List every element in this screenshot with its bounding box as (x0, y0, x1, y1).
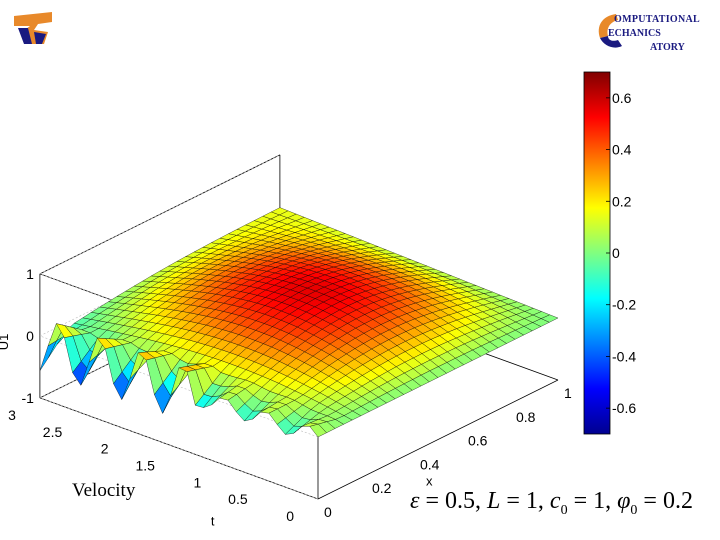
axis-line (317, 379, 559, 500)
lab-logo-emblem (598, 14, 622, 48)
caption-velocity: Velocity (72, 480, 136, 501)
colorbar-tick-label: 0.2 (612, 193, 632, 209)
z-tick-label: 0 (26, 328, 34, 344)
lab-logo-line2: ECHANICS (608, 28, 661, 39)
t-tick-label: 2 (101, 441, 109, 457)
z-axis-label: U1 (0, 334, 11, 351)
colorbar-gradient (583, 71, 611, 435)
x-tick-label: 0 (324, 504, 332, 520)
surface-mesh (39, 207, 559, 438)
t-tick-label: 3 (8, 407, 16, 423)
eq-c-value: = 1, (573, 488, 612, 514)
surface-facet (540, 314, 559, 323)
x-tick-label: 0.8 (516, 409, 536, 425)
colorbar: -0.6 -0.4 -0.2 0 0.2 0.4 0.6 (583, 71, 636, 435)
colorbar-tick-label: 0 (612, 245, 620, 261)
eq-c-sub: 0 (560, 502, 568, 518)
x-tick-label: 0.4 (420, 456, 440, 472)
eq-L-value: = 1, (506, 488, 544, 514)
university-logo (14, 12, 52, 44)
z-tick-label: 1 (26, 266, 34, 282)
t-tick-label: 1 (194, 474, 202, 490)
eq-phi-value: = 0.2 (643, 488, 693, 514)
colorbar-tick-label: 0.6 (612, 90, 632, 106)
x-tick-label: 0.2 (372, 480, 392, 496)
parameter-equation: ε = 0.5, L = 1, c0 = 1, φ0 = 0.2 (410, 488, 693, 519)
eq-L: L (487, 488, 501, 514)
lab-logo-line3: ATORY (650, 42, 685, 53)
t-tick-label: 2.5 (43, 424, 63, 440)
x-tick-label: 1 (564, 385, 572, 401)
t-axis-label: t (211, 514, 215, 529)
eq-epsilon: ε (410, 488, 420, 514)
colorbar-tick-label: -0.6 (612, 400, 636, 416)
t-tick-label: 1.5 (135, 457, 155, 473)
t-tick-label: 0 (286, 508, 294, 524)
z-tick-label: -1 (21, 390, 34, 406)
lab-logo: OMPUTATIONAL ECHANICS ATORY (594, 10, 704, 54)
axis-ticks: 0 0.2 0.4 0.6 0.8 1 0 0.5 1 1.5 2 2.5 3 -1 0 1 x t U1 (0, 266, 572, 529)
colorbar-tick-label: 0.4 (612, 142, 632, 158)
x-axis-label: x (426, 474, 433, 489)
x-tick-label: 0.6 (468, 433, 488, 449)
t-tick-label: 0.5 (228, 491, 248, 507)
lab-logo-line1: OMPUTATIONAL (614, 14, 701, 25)
colorbar-tick-label: -0.4 (612, 348, 636, 364)
eq-phi-sub: 0 (630, 502, 638, 518)
eq-phi: φ (617, 488, 631, 514)
eq-epsilon-value: = 0.5, (425, 488, 482, 514)
colorbar-tick-label: -0.2 (612, 297, 636, 313)
eq-c: c (549, 488, 561, 514)
